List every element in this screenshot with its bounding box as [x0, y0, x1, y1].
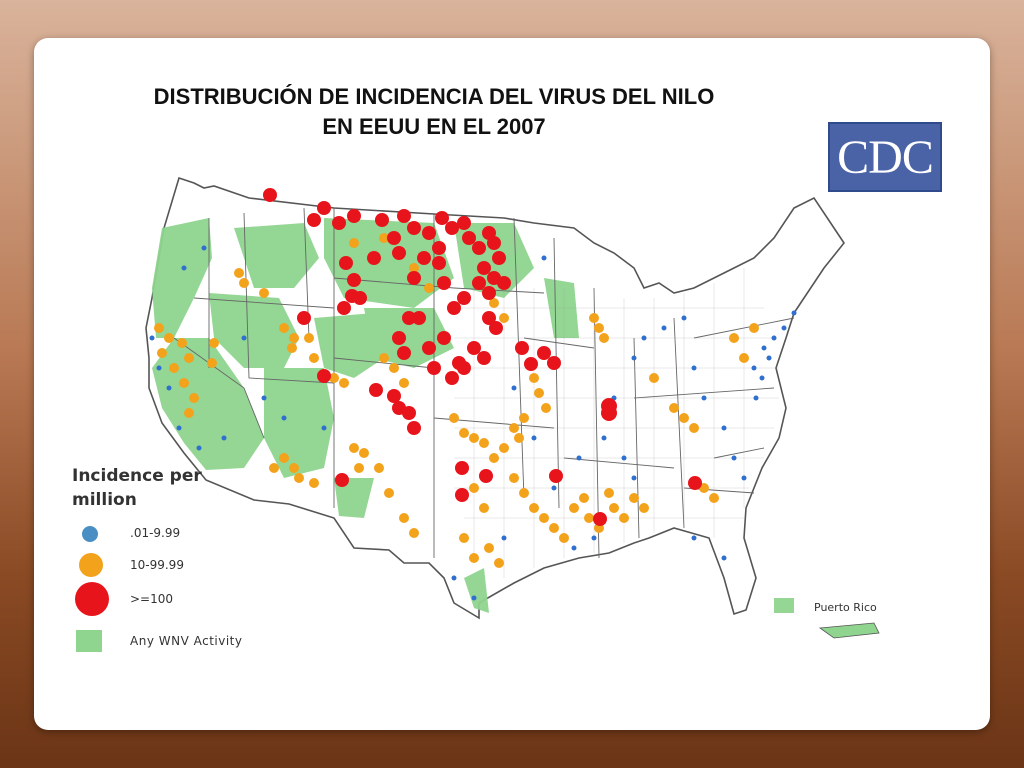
legend-item-low: .01-9.99 [72, 526, 272, 552]
legend-low-dot [82, 526, 98, 542]
title-line-1: DISTRIBUCIÓN DE INCIDENCIA DEL VIRUS DEL… [153, 84, 715, 109]
legend-item-medium: 10-99.99 [72, 553, 272, 584]
title-line-2: EN EEUU EN EL 2007 [322, 114, 546, 139]
puerto-rico-label: Puerto Rico [814, 601, 877, 614]
legend-label-activity: Any WNV Activity [130, 634, 243, 648]
legend-label-high: >=100 [130, 592, 174, 606]
legend-label-low: .01-9.99 [130, 526, 181, 540]
legend-label-medium: 10-99.99 [130, 558, 184, 572]
medium-incidence-dots [154, 233, 759, 568]
legend-high-dot [75, 582, 109, 616]
slide-card: DISTRIBUCIÓN DE INCIDENCIA DEL VIRUS DEL… [34, 38, 990, 730]
high-incidence-dots [263, 188, 702, 526]
legend-activity-square [76, 630, 102, 652]
legend-item-activity: Any WNV Activity [72, 630, 272, 660]
puerto-rico-shape [818, 622, 880, 639]
slide-title: DISTRIBUCIÓN DE INCIDENCIA DEL VIRUS DEL… [104, 82, 764, 142]
legend-medium-dot [79, 553, 103, 577]
legend-title: Incidence per million [72, 466, 202, 510]
legend-item-high: >=100 [72, 582, 272, 616]
legend: Incidence per million .01-9.99 10-99.99 … [72, 464, 242, 652]
us-map [145, 176, 880, 639]
low-incidence-dots [149, 245, 797, 601]
cdc-logo: CDC [828, 122, 942, 192]
